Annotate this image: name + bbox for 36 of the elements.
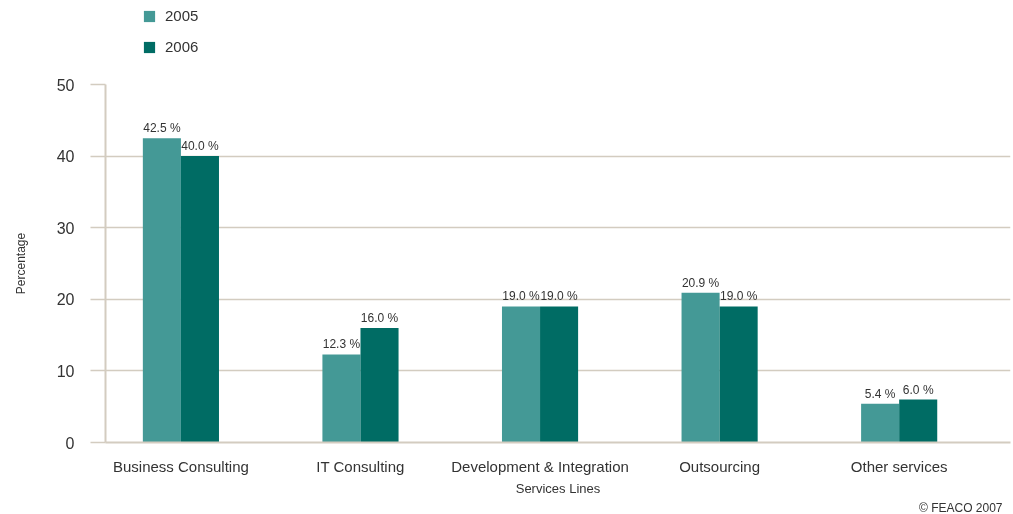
bar (180, 156, 219, 443)
data-label: 16.0 % (360, 310, 399, 325)
legend-label: 2005 (165, 7, 199, 24)
x-tick-label: Business Consulting (112, 457, 249, 475)
y-tick-label: 10 (56, 362, 75, 380)
bar (322, 354, 361, 443)
x-tick-label: Outsourcing (679, 457, 761, 475)
y-tick-label: 50 (56, 76, 75, 94)
bar (681, 292, 720, 443)
bar (861, 403, 900, 443)
bar (501, 306, 541, 443)
bar (360, 327, 399, 443)
data-label: 12.3 % (322, 337, 361, 352)
x-axis-title: Services Lines (515, 480, 601, 496)
data-label: 19.0 % (540, 289, 579, 304)
bar (899, 399, 938, 443)
bar (719, 306, 758, 443)
data-label: 42.5 % (143, 121, 181, 136)
data-label: 5.4 % (864, 386, 896, 401)
data-label: 40.0 % (181, 139, 219, 154)
y-tick-label: 20 (56, 291, 75, 309)
x-tick-label: Other services (850, 457, 948, 475)
x-tick-label: Development & Integration (451, 457, 629, 475)
y-tick-label: 0 (65, 434, 75, 452)
data-label: 19.0 % (719, 289, 758, 304)
y-tick-label: 30 (56, 219, 75, 237)
data-label: 6.0 % (902, 382, 934, 397)
data-label: 20.9 % (681, 275, 720, 290)
legend-label: 2006 (165, 38, 199, 55)
text: © FEACO 2007 (918, 500, 1003, 514)
bar (540, 306, 579, 443)
x-tick-label: IT Consulting (316, 457, 405, 475)
bar (142, 138, 181, 443)
data-label: 19.0 % (502, 289, 541, 304)
y-axis-title: Percentage (13, 232, 28, 295)
y-tick-label: 40 (56, 148, 75, 166)
